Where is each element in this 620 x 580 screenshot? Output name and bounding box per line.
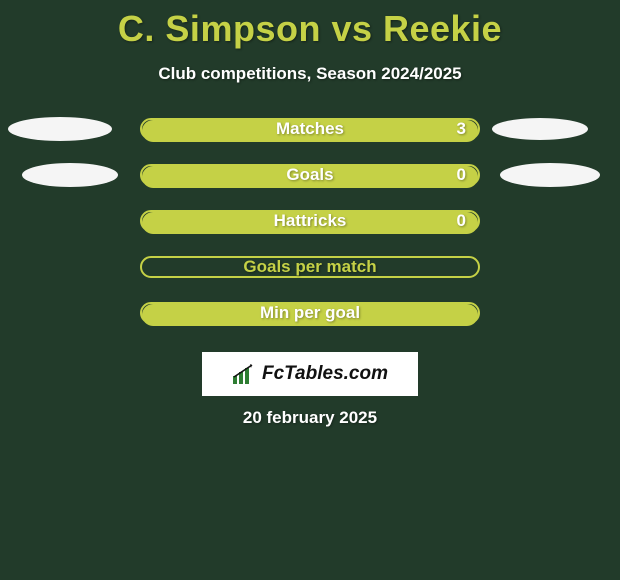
stat-row: Hattricks0	[0, 210, 620, 232]
stat-row: Matches3	[0, 118, 620, 140]
stat-row: Goals per match	[0, 256, 620, 278]
left-ellipse	[22, 163, 118, 187]
logo-bars-icon	[232, 364, 258, 384]
stat-value-right: 0	[457, 210, 466, 232]
logo-text: FcTables.com	[262, 363, 388, 385]
stat-label: Goals	[140, 164, 480, 186]
right-ellipse	[500, 163, 600, 187]
stat-label: Min per goal	[140, 302, 480, 324]
stat-rows: Matches3Goals0Hattricks0Goals per matchM…	[0, 118, 620, 348]
logo: FcTables.com	[232, 363, 388, 385]
stat-label: Goals per match	[140, 256, 480, 278]
stat-row: Goals0	[0, 164, 620, 186]
page-title: C. Simpson vs Reekie	[0, 0, 620, 50]
stat-label: Matches	[140, 118, 480, 140]
logo-box: FcTables.com	[202, 352, 418, 396]
stat-label: Hattricks	[140, 210, 480, 232]
stat-value-right: 3	[457, 118, 466, 140]
stat-value-right: 0	[457, 164, 466, 186]
subtitle: Club competitions, Season 2024/2025	[0, 64, 620, 84]
snapshot-date: 20 february 2025	[0, 408, 620, 428]
stat-row: Min per goal	[0, 302, 620, 324]
left-ellipse	[8, 117, 112, 141]
comparison-canvas: C. Simpson vs Reekie Club competitions, …	[0, 0, 620, 580]
right-ellipse	[492, 118, 588, 140]
